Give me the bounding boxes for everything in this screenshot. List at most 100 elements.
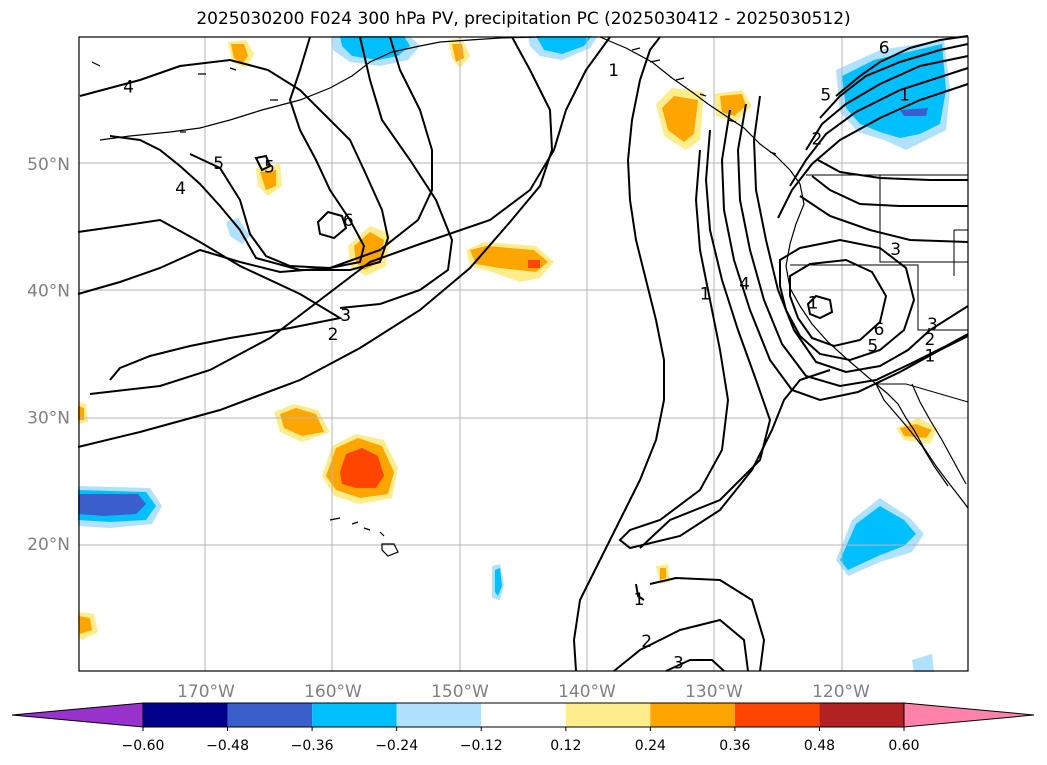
pos-precip-area xyxy=(660,568,666,580)
pos-precip-area xyxy=(280,408,324,436)
neg-precip-area xyxy=(536,36,592,54)
colorbar-tick-label: −0.12 xyxy=(460,738,503,754)
pv-contour-4 xyxy=(752,95,969,374)
pv-contour-5 xyxy=(819,43,969,119)
pos-precip-area xyxy=(260,170,276,190)
colorbar-swatch xyxy=(312,703,397,727)
coastline-alaska-peninsula xyxy=(99,41,441,141)
colorbar-swatch xyxy=(481,703,566,727)
pv-contour-2 xyxy=(613,618,749,672)
lon-tick-label: 150°W xyxy=(431,682,489,702)
pv-contour-1 xyxy=(618,149,831,550)
colorbar-tick-label: 0.60 xyxy=(888,738,919,754)
coastline-north-america xyxy=(599,36,969,509)
colorbar-swatch xyxy=(650,703,735,727)
coastline-baja xyxy=(875,383,949,487)
pv-contour-1 xyxy=(89,36,611,395)
pv-contour-4 xyxy=(805,55,969,151)
neg-precip-area xyxy=(78,494,146,516)
lat-tick-label: 30°N xyxy=(27,408,70,428)
pv-contour-label: 4 xyxy=(739,274,750,294)
colorbar-tick-label: −0.60 xyxy=(122,738,165,754)
pv-contour-label: 3 xyxy=(890,240,901,260)
pv-contour-label: 5 xyxy=(264,158,275,178)
colorbar-swatch xyxy=(396,703,482,727)
map-frame xyxy=(78,36,969,672)
pv-contour-5 xyxy=(254,154,272,172)
pv-contour-6 xyxy=(835,35,969,97)
pv-contour-label: 6 xyxy=(879,38,890,58)
pv-contour-label: 1 xyxy=(924,347,935,367)
pv-contour-3 xyxy=(665,659,725,672)
colorbar-tick-label: 0.36 xyxy=(719,738,750,754)
pv-contour-2 xyxy=(77,218,343,381)
pv-contour-label: 3 xyxy=(927,315,938,335)
chart-title: 2025030200 F024 300 hPa PV, precipitatio… xyxy=(196,9,851,29)
pv-contour-label: 3 xyxy=(673,653,684,673)
pv-contour-2 xyxy=(811,175,968,207)
pv-contour-label: 4 xyxy=(123,78,134,98)
lat-tick-label: 50°N xyxy=(27,155,70,175)
coastline-mainland-mexico xyxy=(911,383,967,485)
pv-contour-label: 5 xyxy=(867,336,878,356)
pv-contour-label: 2 xyxy=(328,325,339,345)
pv-contour-3 xyxy=(789,67,969,187)
pos-precip-area xyxy=(452,44,464,62)
colorbar-swatch xyxy=(819,703,904,727)
pv-contour-5 xyxy=(779,238,916,362)
lon-tick-label: 160°W xyxy=(304,682,362,702)
colorbar-tick-label: 0.24 xyxy=(635,738,666,754)
pv-contour-2 xyxy=(77,36,433,295)
border-us-mexico xyxy=(876,383,969,403)
pv-contour-label: 5 xyxy=(213,154,224,174)
pos-precip-area xyxy=(662,96,698,142)
pv-contour-label: 2 xyxy=(924,330,935,350)
precip-anomaly-shading xyxy=(78,36,950,672)
border-state xyxy=(953,229,968,276)
coastline-british-columbia-islands xyxy=(631,47,777,155)
colorbar-extend-high xyxy=(903,702,1035,728)
coastline-aleutian-islands xyxy=(91,61,278,133)
colorbar-tick-label: −0.48 xyxy=(206,738,249,754)
pv-contour-2 xyxy=(720,109,969,402)
longitude-tick-labels: 170°W 160°W 150°W 140°W 130°W 120°W xyxy=(177,682,870,702)
pv-contour-3 xyxy=(799,195,969,243)
colorbar-swatch xyxy=(565,703,651,727)
coastline-hawaii xyxy=(329,517,399,557)
lon-tick-label: 130°W xyxy=(685,682,743,702)
pv-contour-1 xyxy=(639,129,772,549)
lat-tick-label: 20°N xyxy=(27,535,70,555)
pv-contour-4 xyxy=(817,159,968,181)
pv-contour-label: 1 xyxy=(700,284,711,304)
pv-contour-label: 4 xyxy=(175,179,186,199)
pv-contour-label: 6 xyxy=(874,320,885,340)
coastlines xyxy=(91,36,969,557)
pv-contour-label: 2 xyxy=(811,130,822,150)
pos-precip-area xyxy=(78,616,92,634)
pv-contour-label: 1 xyxy=(808,293,819,313)
colorbar: −0.60 −0.48 −0.36 −0.24 −0.12 0.12 0.24 0.36 0.4… xyxy=(11,702,1035,754)
pv-contour-1 xyxy=(635,576,766,672)
pv-contour-label: 5 xyxy=(820,85,831,105)
pv-contour-6 xyxy=(789,258,888,348)
pos-precip-area xyxy=(231,44,248,64)
pv-contour-2 xyxy=(777,83,969,219)
pos-precip-area xyxy=(340,448,384,488)
pv-contour-3 xyxy=(339,36,454,309)
colorbar-outline xyxy=(142,702,905,728)
pv-contour-4 xyxy=(79,58,390,271)
colorbar-tick-label: 0.48 xyxy=(804,738,835,754)
neg-precip-area xyxy=(495,568,502,596)
lon-tick-label: 140°W xyxy=(558,682,616,702)
pv-contour-3 xyxy=(736,103,969,388)
colorbar-swatch xyxy=(227,703,313,727)
pv-contour-label: 1 xyxy=(608,61,619,81)
pos-precip-area xyxy=(528,260,540,268)
colorbar-tick-label: 0.12 xyxy=(550,738,581,754)
neg-precip-area xyxy=(840,506,916,570)
colorbar-swatch xyxy=(143,703,228,727)
pv-contour-label: 3 xyxy=(340,306,351,326)
pv-contour-label: 6 xyxy=(343,211,354,231)
